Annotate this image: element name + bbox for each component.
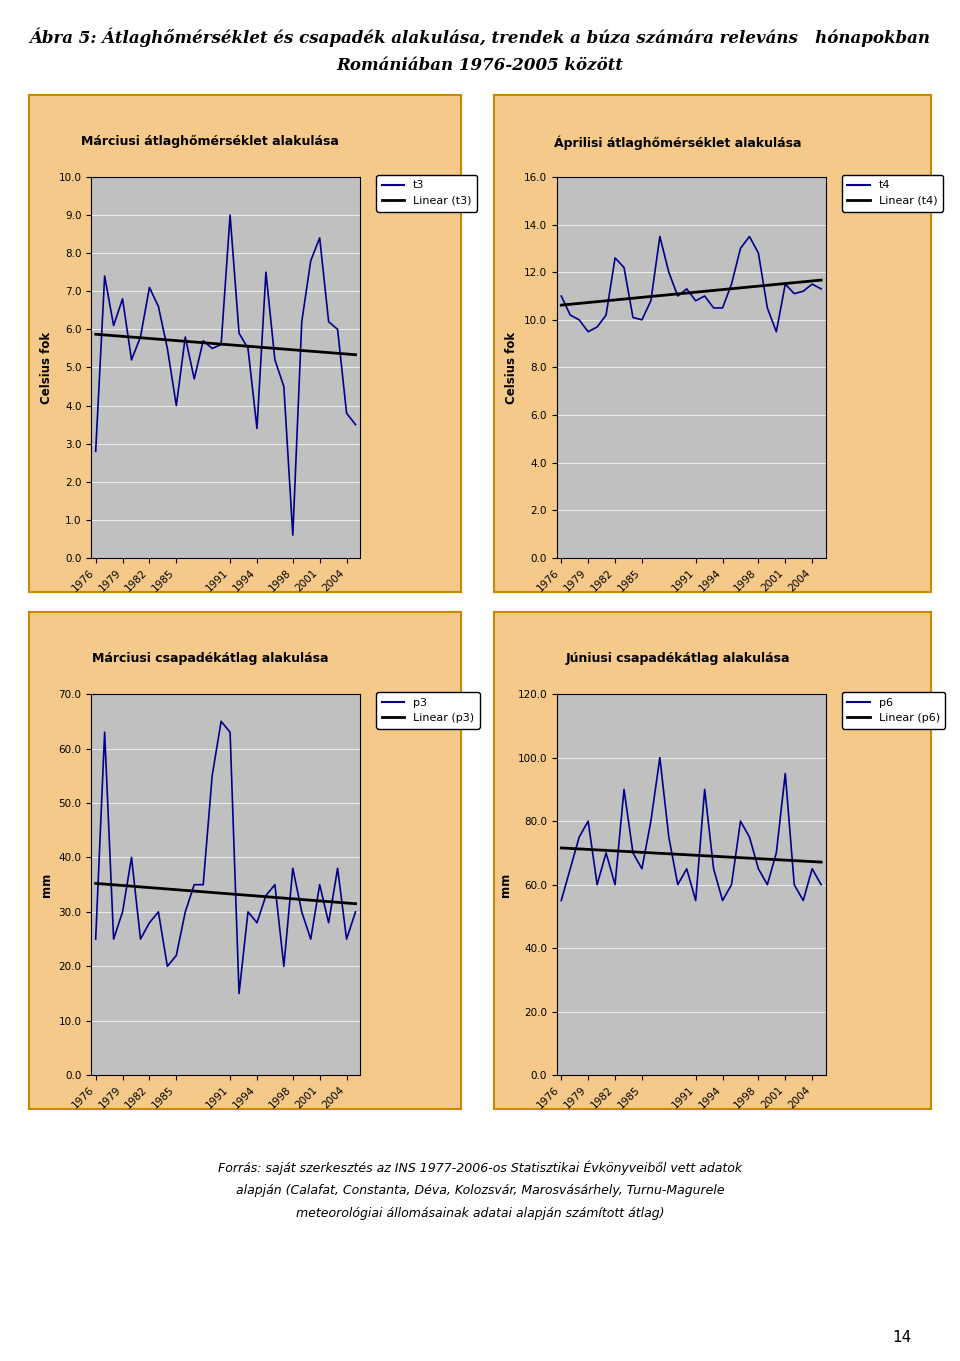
Text: Romániában 1976-2005 között: Romániában 1976-2005 között: [103, 721, 318, 735]
Text: meteorológiai állomásainak adatai alapján számított átlag): meteorológiai állomásainak adatai alapjá…: [296, 1207, 664, 1221]
Legend: p3, Linear (p3): p3, Linear (p3): [376, 691, 480, 728]
Text: Ábra 5: Átlaghőmérséklet és csapadék alakulása, trendek a búza számára releváns : Ábra 5: Átlaghőmérséklet és csapadék ala…: [30, 27, 930, 46]
Text: Romániában 1976-2005 között: Romániában 1976-2005 között: [570, 721, 785, 735]
Y-axis label: Celsius fok: Celsius fok: [505, 332, 518, 403]
Text: Márciusi átlaghőmérséklet alakulása: Márciusi átlaghőmérséklet alakulása: [82, 135, 339, 148]
Y-axis label: Celsius fok: Celsius fok: [40, 332, 53, 403]
Text: 14: 14: [893, 1330, 912, 1345]
Y-axis label: mm: mm: [40, 872, 53, 897]
Text: alapján (Calafat, Constanta, Déva, Kolozsvár, Marosvásárhely, Turnu-Magurele: alapján (Calafat, Constanta, Déva, Koloz…: [236, 1184, 724, 1198]
Text: Júniusi csapadékátlag alakulása: Júniusi csapadékátlag alakulása: [565, 652, 790, 666]
Text: Romániában 1976-2005 között: Romániában 1976-2005 között: [103, 204, 318, 218]
Text: Romániában 1976-2005 között: Romániában 1976-2005 között: [570, 204, 785, 218]
Y-axis label: mm: mm: [499, 872, 512, 897]
Text: Áprilisi átlaghőmérséklet alakulása: Áprilisi átlaghőmérséklet alakulása: [554, 135, 802, 150]
Legend: p6, Linear (p6): p6, Linear (p6): [842, 691, 946, 728]
Text: Romániában 1976-2005 között: Romániában 1976-2005 között: [337, 57, 623, 73]
Legend: t4, Linear (t4): t4, Linear (t4): [842, 174, 943, 211]
Text: Forrás: saját szerkesztés az INS 1977-2006-os Statisztikai Évkönyveiből vett ada: Forrás: saját szerkesztés az INS 1977-20…: [218, 1161, 742, 1176]
Text: Márciusi csapadékátlag alakulása: Márciusi csapadékátlag alakulása: [92, 652, 328, 666]
Legend: t3, Linear (t3): t3, Linear (t3): [376, 174, 477, 211]
